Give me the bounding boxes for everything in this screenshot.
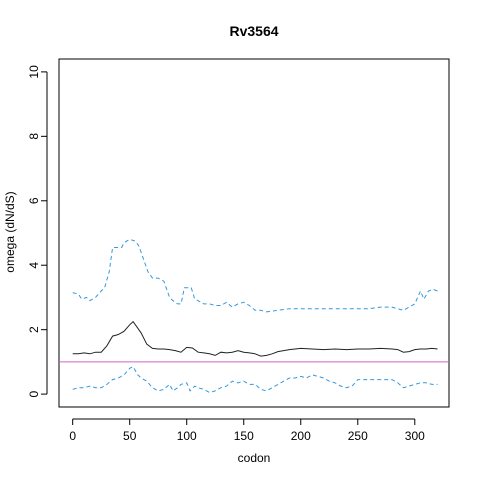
plot-frame (58, 58, 450, 408)
y-tick-label: 10 (27, 65, 41, 79)
x-tick-label: 200 (291, 429, 311, 443)
x-axis-label: codon (238, 451, 271, 465)
x-tick-label: 150 (234, 429, 254, 443)
x-tick-label: 300 (405, 429, 425, 443)
series-line-2 (72, 366, 438, 394)
y-tick-label: 0 (27, 390, 41, 397)
x-tick-label: 100 (177, 429, 197, 443)
series-line-0 (72, 320, 438, 357)
x-tick-label: 250 (348, 429, 368, 443)
y-tick-label: 4 (27, 262, 41, 269)
x-tick-label: 0 (69, 429, 76, 443)
plot-area: 0 50 100 150 200 250 300 0 2 4 6 8 10 (27, 58, 450, 443)
y-tick-label: 6 (27, 197, 41, 204)
y-tick-label: 8 (27, 133, 41, 140)
series-line-1 (72, 238, 438, 313)
y-tick-label: 2 (27, 326, 41, 333)
x-tick-label: 50 (123, 429, 137, 443)
chart-title: Rv3564 (229, 23, 278, 39)
y-axis-label: omega (dN/dS) (3, 191, 17, 272)
